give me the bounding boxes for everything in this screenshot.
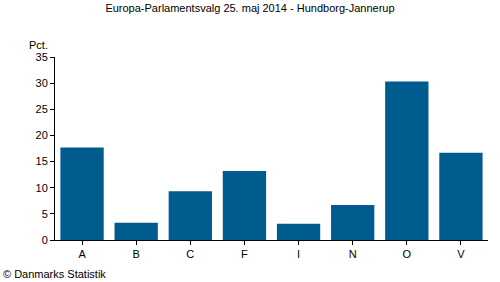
svg-text:I: I (297, 248, 300, 260)
svg-text:5: 5 (42, 208, 48, 220)
svg-text:30: 30 (36, 77, 48, 89)
svg-text:0: 0 (42, 234, 48, 246)
svg-text:35: 35 (36, 51, 48, 63)
svg-text:F: F (241, 248, 248, 260)
svg-text:O: O (403, 248, 412, 260)
svg-text:B: B (133, 248, 140, 260)
svg-text:V: V (457, 248, 465, 260)
svg-text:N: N (349, 248, 357, 260)
svg-text:20: 20 (36, 129, 48, 141)
svg-text:Europa-Parlamentsvalg 25. maj: Europa-Parlamentsvalg 25. maj 2014 - Hun… (105, 2, 394, 14)
svg-text:10: 10 (36, 182, 48, 194)
svg-text:25: 25 (36, 103, 48, 115)
svg-text:A: A (78, 248, 86, 260)
svg-text:C: C (186, 248, 194, 260)
svg-text:Pct.: Pct. (29, 39, 48, 51)
svg-text:15: 15 (36, 155, 48, 167)
svg-text:© Danmarks Statistik: © Danmarks Statistik (3, 268, 106, 280)
